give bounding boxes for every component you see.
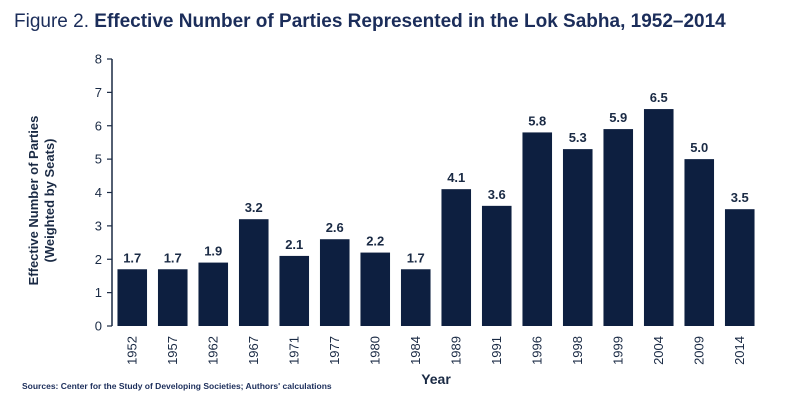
bar-value-label: 5.8: [528, 113, 546, 128]
x-tick-label: 1998: [570, 336, 585, 365]
y-axis-title-line: Effective Number of Parties: [26, 116, 41, 286]
bar-value-label: 1.7: [164, 250, 182, 265]
x-tick-label: 1962: [205, 336, 220, 365]
bar: [643, 109, 674, 326]
bar: [562, 149, 593, 326]
bar-value-label: 3.6: [488, 187, 506, 202]
bar-value-label: 3.2: [245, 200, 263, 215]
bar-value-label: 1.9: [204, 244, 222, 259]
bar: [198, 262, 229, 326]
bar: [603, 129, 634, 326]
bar: [441, 189, 472, 326]
x-tick-label: 1957: [165, 336, 180, 365]
bar-value-label: 2.2: [366, 234, 384, 249]
bar: [400, 269, 431, 326]
bar: [684, 159, 715, 326]
x-tick-label: 1989: [448, 336, 463, 365]
source-note: Sources: Center for the Study of Develop…: [22, 381, 332, 391]
bar-value-label: 5.3: [569, 130, 587, 145]
bar: [279, 255, 310, 326]
x-axis: 1952 1957 1962 1967 1971 1977 1980 1984 1989 1991…: [124, 336, 747, 365]
y-tick-label: 3: [95, 218, 102, 233]
y-tick-label: 5: [95, 152, 102, 167]
bar-value-label: 1.7: [123, 250, 141, 265]
bar: [481, 205, 512, 326]
y-tick-label: 0: [95, 319, 102, 334]
bar-value-label: 3.5: [731, 190, 749, 205]
bar-value-label: 5.0: [690, 140, 708, 155]
x-tick-label: 1999: [610, 336, 625, 365]
x-axis-title: Year: [421, 371, 451, 387]
x-tick-label: 1996: [529, 336, 544, 365]
x-tick-label: 1984: [408, 336, 423, 365]
x-tick-label: 2009: [691, 336, 706, 365]
bar-value-label: 5.9: [609, 110, 627, 125]
bar-value-label: 6.5: [650, 90, 668, 105]
bar: [238, 219, 269, 326]
bar: [724, 209, 755, 326]
y-tick-label: 4: [95, 185, 102, 200]
y-tick-label: 1: [95, 285, 102, 300]
x-tick-label: 2014: [732, 336, 747, 365]
y-tick-label: 7: [95, 85, 102, 100]
figure-number: Figure 2.: [14, 11, 89, 32]
x-tick-label: 1971: [286, 336, 301, 365]
x-tick-label: 1991: [489, 336, 504, 365]
bar-value-label: 2.6: [326, 220, 344, 235]
bar: [522, 132, 553, 326]
figure-title: Figure 2. Effective Number of Parties Re…: [14, 10, 794, 34]
bar: [360, 252, 391, 326]
bar: [319, 239, 350, 326]
y-axis-title: Effective Number of Parties (Weighted by …: [26, 116, 57, 286]
x-tick-label: 1980: [367, 336, 382, 365]
x-tick-label: 1967: [246, 336, 261, 365]
y-tick-label: 8: [95, 52, 102, 67]
y-axis-title-line: (Weighted by Seats): [42, 138, 57, 262]
x-tick-label: 2004: [651, 336, 666, 365]
chart-title: Effective Number of Parties Represented …: [94, 11, 726, 32]
y-tick-label: 6: [95, 118, 102, 133]
y-axis: 0 1 2 3 4 5 6 7 8: [95, 52, 113, 334]
bar: [117, 269, 148, 326]
bar-value-label: 2.1: [285, 237, 303, 252]
y-tick-label: 2: [95, 252, 102, 267]
bars: 1.7 1.7 1.9 3.2 2.1 2.6 2.2 1.7 4.1 3.6 5.8 5.3 5.9 6…: [117, 90, 755, 326]
bar: [157, 269, 188, 326]
bar-value-label: 4.1: [447, 170, 465, 185]
x-tick-label: 1952: [124, 336, 139, 365]
bar-value-label: 1.7: [407, 250, 425, 265]
x-tick-label: 1977: [327, 336, 342, 365]
